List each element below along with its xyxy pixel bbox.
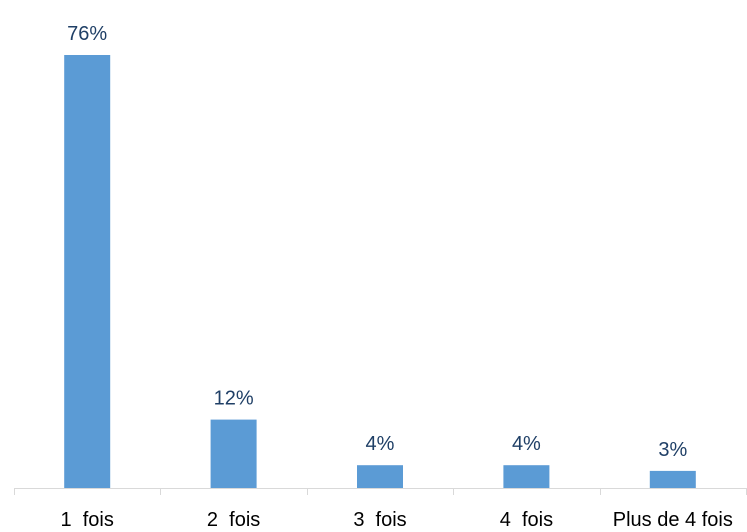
bar <box>210 419 257 488</box>
x-tick-label: 4 fois <box>500 509 553 531</box>
data-label: 4% <box>366 433 395 455</box>
data-labels: 76% 12% 4% 4% 3% <box>67 23 687 461</box>
x-axis <box>14 488 747 495</box>
bars <box>64 55 696 488</box>
data-label: 3% <box>658 439 687 461</box>
x-tick-label: 2 fois <box>207 509 260 531</box>
data-label: 4% <box>512 433 541 455</box>
bar <box>503 465 550 488</box>
bar <box>64 55 111 488</box>
x-tick-label: 3 fois <box>353 509 406 531</box>
x-tick-label: Plus de 4 fois <box>613 509 733 531</box>
bar <box>357 465 403 488</box>
x-tick-labels: 1 fois 2 fois 3 fois 4 fois Plus de 4 fois <box>61 509 733 531</box>
x-tick-label: 1 fois <box>61 509 114 531</box>
bar <box>649 470 696 488</box>
data-label: 76% <box>67 23 107 45</box>
data-label: 12% <box>214 388 254 410</box>
